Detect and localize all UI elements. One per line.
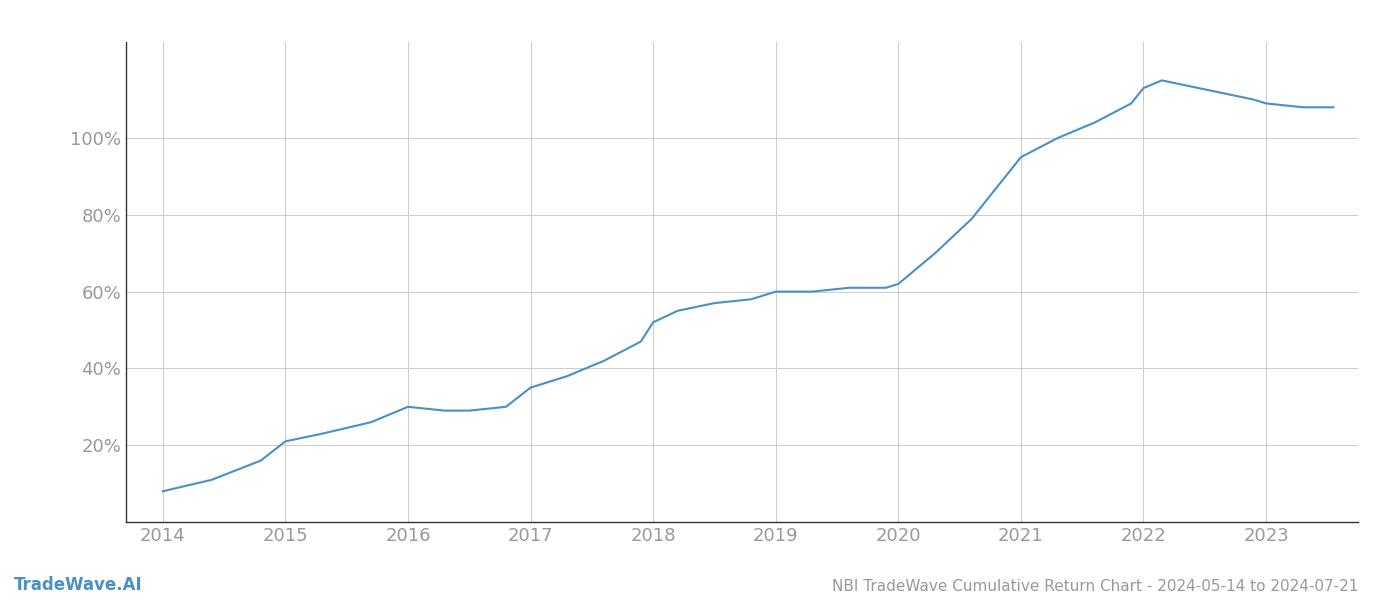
Text: NBI TradeWave Cumulative Return Chart - 2024-05-14 to 2024-07-21: NBI TradeWave Cumulative Return Chart - …	[832, 579, 1358, 594]
Text: TradeWave.AI: TradeWave.AI	[14, 576, 143, 594]
